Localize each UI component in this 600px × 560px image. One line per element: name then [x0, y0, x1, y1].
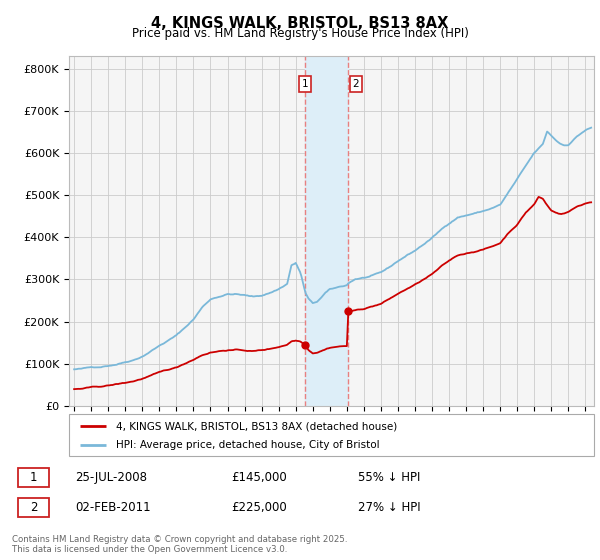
Text: 1: 1 — [30, 471, 37, 484]
Text: 25-JUL-2008: 25-JUL-2008 — [76, 471, 148, 484]
Text: £145,000: £145,000 — [231, 471, 287, 484]
Bar — [305, 56, 349, 406]
Text: £225,000: £225,000 — [231, 501, 287, 514]
Text: HPI: Average price, detached house, City of Bristol: HPI: Average price, detached house, City… — [116, 440, 380, 450]
Text: 4, KINGS WALK, BRISTOL, BS13 8AX (detached house): 4, KINGS WALK, BRISTOL, BS13 8AX (detach… — [116, 421, 398, 431]
Text: 02-FEB-2011: 02-FEB-2011 — [76, 501, 151, 514]
Text: 1: 1 — [302, 79, 308, 89]
Text: 4, KINGS WALK, BRISTOL, BS13 8AX: 4, KINGS WALK, BRISTOL, BS13 8AX — [151, 16, 449, 31]
Text: 55% ↓ HPI: 55% ↓ HPI — [358, 471, 420, 484]
Text: 2: 2 — [353, 79, 359, 89]
Text: Price paid vs. HM Land Registry's House Price Index (HPI): Price paid vs. HM Land Registry's House … — [131, 27, 469, 40]
Bar — [18, 498, 49, 517]
Text: 27% ↓ HPI: 27% ↓ HPI — [358, 501, 420, 514]
Bar — [18, 468, 49, 487]
Text: Contains HM Land Registry data © Crown copyright and database right 2025.
This d: Contains HM Land Registry data © Crown c… — [12, 535, 347, 554]
Text: 2: 2 — [30, 501, 37, 514]
